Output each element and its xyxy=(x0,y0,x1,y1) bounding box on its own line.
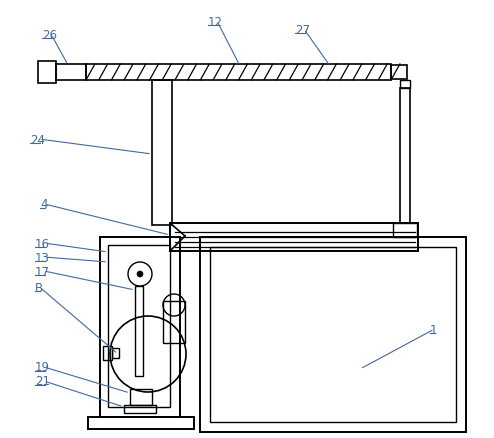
Bar xyxy=(38,62,56,84)
Bar xyxy=(200,237,466,432)
Bar xyxy=(108,245,170,407)
Text: 1: 1 xyxy=(430,323,438,336)
Circle shape xyxy=(137,272,143,277)
Text: 26: 26 xyxy=(42,28,57,42)
Text: 16: 16 xyxy=(35,237,50,250)
Bar xyxy=(56,65,86,81)
Bar xyxy=(393,223,417,237)
Bar xyxy=(170,223,418,251)
Text: 27: 27 xyxy=(295,24,310,36)
Bar xyxy=(124,405,156,413)
Bar xyxy=(130,389,152,405)
Bar xyxy=(135,286,143,376)
Bar xyxy=(88,417,194,429)
Text: B: B xyxy=(35,281,43,294)
Bar xyxy=(400,81,410,89)
Text: 21: 21 xyxy=(35,374,50,388)
Bar xyxy=(400,89,410,223)
Text: 17: 17 xyxy=(35,265,50,278)
Text: 12: 12 xyxy=(208,15,223,28)
Bar xyxy=(391,66,407,80)
Text: 24: 24 xyxy=(30,133,45,146)
Bar xyxy=(152,81,172,226)
Text: 4: 4 xyxy=(40,198,47,211)
Text: 19: 19 xyxy=(35,360,50,374)
Bar xyxy=(86,65,391,81)
Bar xyxy=(163,301,185,343)
Bar xyxy=(100,237,180,417)
Bar xyxy=(112,348,119,358)
Text: 13: 13 xyxy=(35,251,50,264)
Bar xyxy=(210,247,456,422)
Bar xyxy=(103,346,112,360)
